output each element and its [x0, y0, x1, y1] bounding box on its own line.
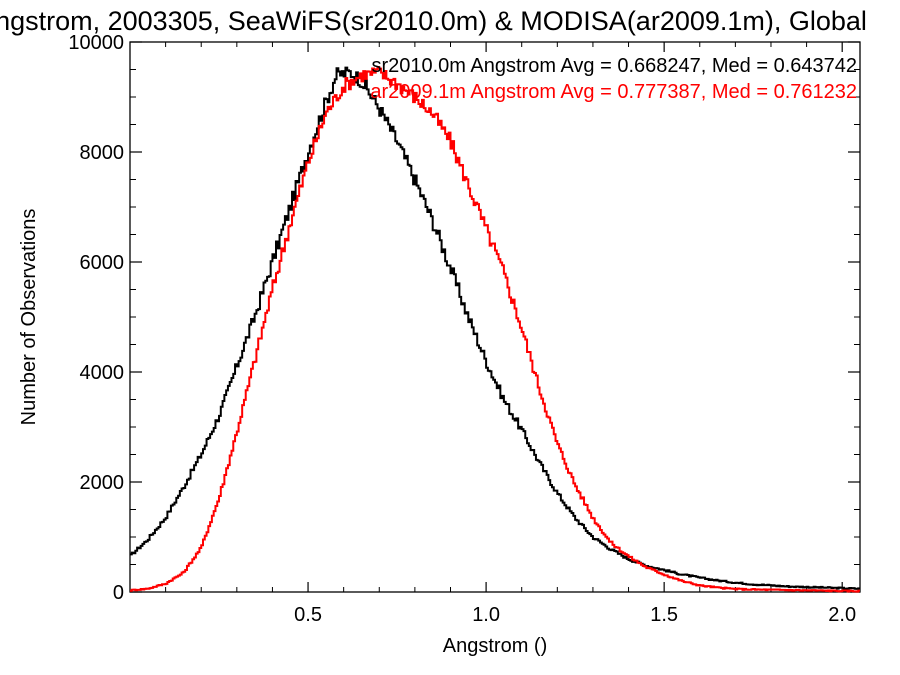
x-tick-label: 2.0	[828, 604, 856, 626]
y-tick-label: 2000	[80, 472, 125, 494]
y-tick-label: 8000	[80, 142, 125, 164]
annotation-sr2010: sr2010.0m Angstrom Avg = 0.668247, Med =…	[371, 55, 857, 77]
series-ar2009.1m	[130, 65, 860, 593]
x-axis: 0.5 1.0 1.5 2.0	[165, 42, 856, 626]
x-tick-label: 1.5	[650, 604, 678, 626]
series-layer	[130, 65, 860, 593]
y-tick-label: 6000	[80, 252, 125, 274]
x-axis-label: Angstrom ()	[443, 635, 547, 657]
x-tick-label: 0.5	[294, 604, 322, 626]
y-tick-label: 10000	[68, 32, 124, 54]
chart-title: Angstrom, 2003305, SeaWiFS(sr2010.0m) & …	[0, 6, 867, 36]
y-tick-label: 0	[113, 582, 124, 604]
annotation-ar2009: ar2009.1m Angstrom Avg = 0.777387, Med =…	[370, 81, 857, 103]
y-axis: 0 2000 4000 6000 8000 10000	[68, 32, 860, 604]
series-sr2010.0m	[130, 66, 860, 590]
plot-frame	[129, 41, 861, 593]
y-axis-label: Number of Observations	[18, 209, 40, 426]
y-tick-label: 4000	[80, 362, 125, 384]
x-tick-label: 1.0	[472, 604, 500, 626]
